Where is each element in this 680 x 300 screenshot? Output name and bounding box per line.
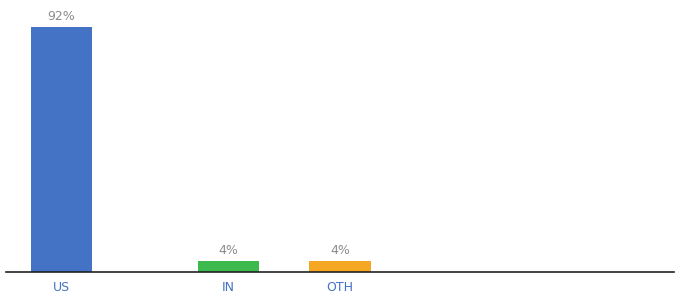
Bar (198, 261, 259, 272)
Text: 92%: 92% (48, 10, 75, 23)
Text: 4%: 4% (330, 244, 350, 257)
Bar (31, 27, 92, 272)
Text: 4%: 4% (218, 244, 239, 257)
Bar (309, 261, 371, 272)
